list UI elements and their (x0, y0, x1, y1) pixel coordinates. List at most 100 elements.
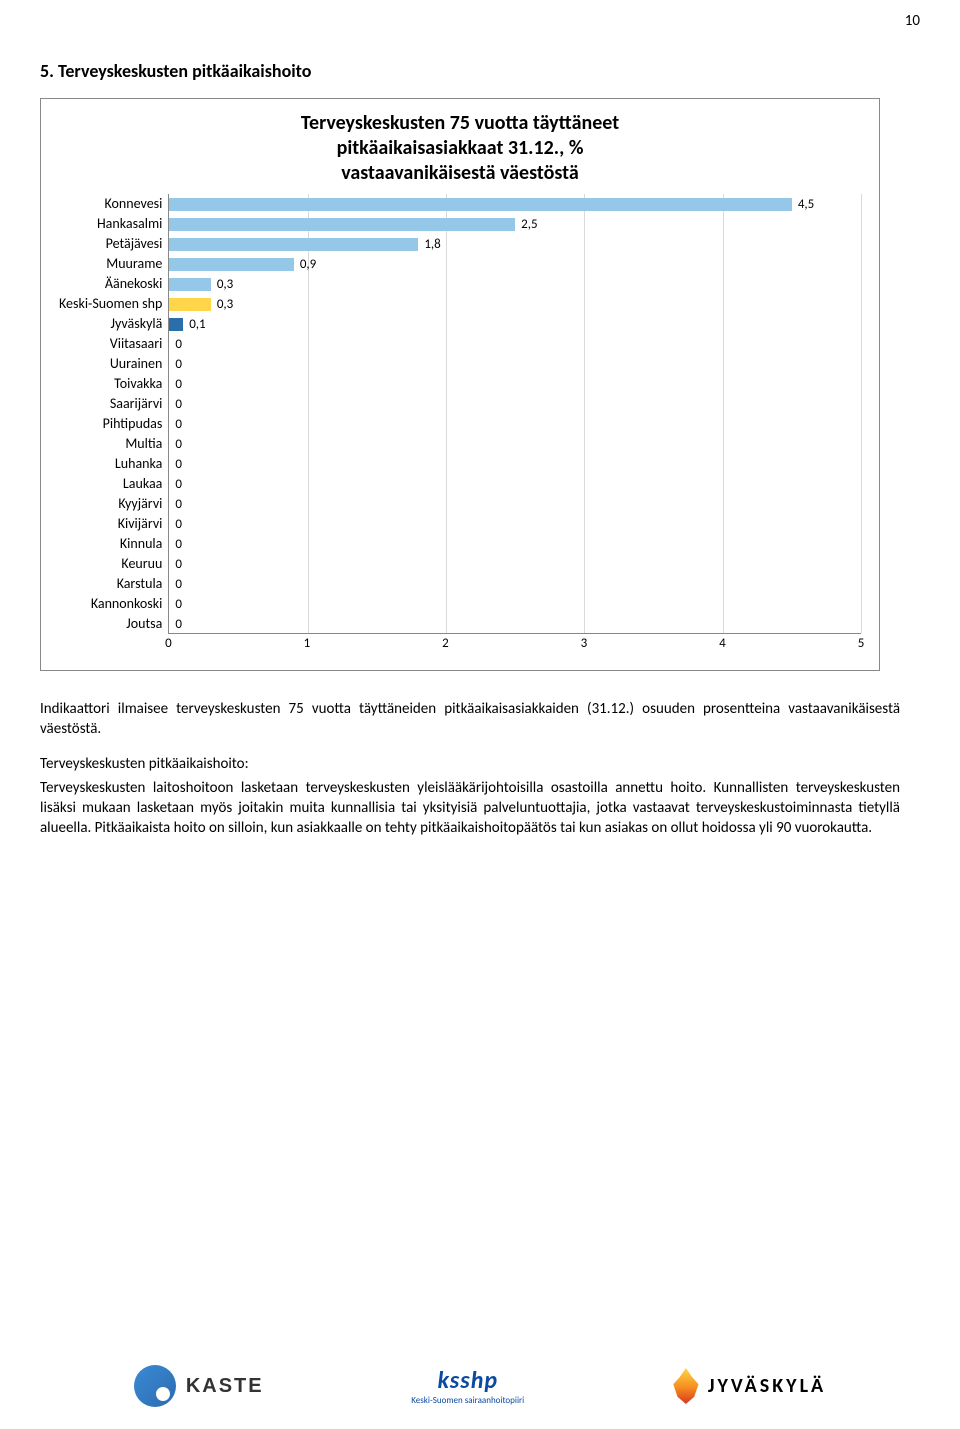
bar-row: 0,3 (169, 294, 861, 314)
bar-row: 0,3 (169, 274, 861, 294)
category-label: Jyväskylä (59, 314, 162, 334)
bar (169, 318, 183, 331)
category-label: Kivijärvi (59, 514, 162, 534)
logo-ksshp: ksshp Keski-Suomen sairaanhoitopiiri (411, 1366, 524, 1406)
category-axis: KonnevesiHankasalmiPetäjävesiMuurameÄäne… (59, 194, 168, 652)
bar (169, 298, 210, 311)
bar (169, 278, 210, 291)
bar-row: 2,5 (169, 214, 861, 234)
category-label: Äänekoski (59, 274, 162, 294)
category-label: Keski-Suomen shp (59, 294, 162, 314)
bar-row: 0 (169, 554, 861, 574)
bar-value-label: 0 (175, 337, 182, 352)
bar (169, 258, 293, 271)
category-label: Uurainen (59, 354, 162, 374)
category-label: Laukaa (59, 474, 162, 494)
ksshp-text: ksshp (411, 1366, 524, 1395)
bar-row: 0 (169, 494, 861, 514)
x-tick-label: 5 (858, 636, 865, 651)
category-label: Toivakka (59, 374, 162, 394)
category-label: Joutsa (59, 614, 162, 634)
bar-value-label: 0 (175, 517, 182, 532)
bar-value-label: 0,3 (217, 297, 233, 312)
bar-row: 0 (169, 614, 861, 634)
bar-value-label: 0 (175, 457, 182, 472)
plot-area: 4,52,51,80,90,30,30,1000000000000000 (168, 194, 861, 634)
bar-row: 0 (169, 354, 861, 374)
x-axis: 012345 (168, 634, 861, 652)
bar-row: 0 (169, 454, 861, 474)
category-label: Keuruu (59, 554, 162, 574)
bar-value-label: 0 (175, 557, 182, 572)
category-label: Konnevesi (59, 194, 162, 214)
logo-kaste: KASTE (134, 1365, 264, 1407)
category-label: Multia (59, 434, 162, 454)
bar-value-label: 0,3 (217, 277, 233, 292)
kaste-text: KASTE (186, 1375, 264, 1398)
body-paragraph-2: Terveyskeskusten pitkäaikaishoito: (40, 754, 900, 774)
bar-row: 0 (169, 474, 861, 494)
chart-title-line2: pitkäaikaisasiakkaat 31.12., % (337, 136, 584, 160)
bar (169, 238, 418, 251)
x-tick-label: 0 (165, 636, 172, 651)
bar-value-label: 0 (175, 577, 182, 592)
bar-row: 0 (169, 394, 861, 414)
category-label: Karstula (59, 574, 162, 594)
body-paragraph-1: Indikaattori ilmaisee terveyskeskusten 7… (40, 699, 900, 740)
page-number: 10 (905, 12, 920, 30)
jyvaskyla-flame-icon (672, 1368, 700, 1404)
footer-logos: KASTE ksshp Keski-Suomen sairaanhoitopii… (0, 1365, 960, 1407)
category-label: Petäjävesi (59, 234, 162, 254)
bar-row: 4,5 (169, 194, 861, 214)
bar-value-label: 4,5 (798, 197, 814, 212)
x-tick-label: 2 (442, 636, 449, 651)
x-tick-label: 4 (719, 636, 726, 651)
chart-title: Terveyskeskusten 75 vuotta täyttäneet pi… (59, 111, 861, 186)
chart-title-line3: vastaavanikäisestä väestöstä (341, 161, 578, 185)
x-tick-label: 1 (304, 636, 311, 651)
bar-row: 1,8 (169, 234, 861, 254)
bar-value-label: 0,1 (189, 317, 205, 332)
category-label: Hankasalmi (59, 214, 162, 234)
category-label: Muurame (59, 254, 162, 274)
kaste-icon (134, 1365, 176, 1407)
gridline (861, 194, 862, 633)
body-paragraph-3: Terveyskeskusten laitoshoitoon lasketaan… (40, 778, 900, 839)
jyvaskyla-text: JYVÄSKYLÄ (708, 1374, 826, 1398)
bar-row: 0 (169, 414, 861, 434)
category-label: Viitasaari (59, 334, 162, 354)
bar-row: 0 (169, 434, 861, 454)
ksshp-subtext: Keski-Suomen sairaanhoitopiiri (411, 1395, 524, 1406)
category-label: Saarijärvi (59, 394, 162, 414)
chart-area: KonnevesiHankasalmiPetäjävesiMuurameÄäne… (59, 194, 861, 652)
bar-row: 0,1 (169, 314, 861, 334)
bar (169, 198, 791, 211)
chart-container: Terveyskeskusten 75 vuotta täyttäneet pi… (40, 98, 880, 671)
logo-jyvaskyla: JYVÄSKYLÄ (672, 1368, 826, 1404)
chart-title-line1: Terveyskeskusten 75 vuotta täyttäneet (301, 111, 619, 135)
bar-value-label: 0,9 (300, 257, 316, 272)
category-label: Luhanka (59, 454, 162, 474)
bar-value-label: 2,5 (521, 217, 537, 232)
bar-row: 0 (169, 574, 861, 594)
bar-value-label: 0 (175, 497, 182, 512)
bar-value-label: 0 (175, 617, 182, 632)
bar-value-label: 0 (175, 597, 182, 612)
category-label: Kinnula (59, 534, 162, 554)
bar-value-label: 0 (175, 477, 182, 492)
plot-outer: 4,52,51,80,90,30,30,1000000000000000 012… (168, 194, 861, 652)
bar-row: 0,9 (169, 254, 861, 274)
bar-row: 0 (169, 514, 861, 534)
bar-value-label: 0 (175, 537, 182, 552)
bar (169, 218, 515, 231)
bar-value-label: 0 (175, 417, 182, 432)
bar-row: 0 (169, 334, 861, 354)
category-label: Pihtipudas (59, 414, 162, 434)
section-title: 5. Terveyskeskusten pitkäaikaishoito (40, 60, 920, 82)
body-text: Indikaattori ilmaisee terveyskeskusten 7… (40, 699, 900, 839)
bar-value-label: 0 (175, 357, 182, 372)
category-label: Kyyjärvi (59, 494, 162, 514)
bar-value-label: 0 (175, 437, 182, 452)
category-label: Kannonkoski (59, 594, 162, 614)
bar-value-label: 0 (175, 397, 182, 412)
